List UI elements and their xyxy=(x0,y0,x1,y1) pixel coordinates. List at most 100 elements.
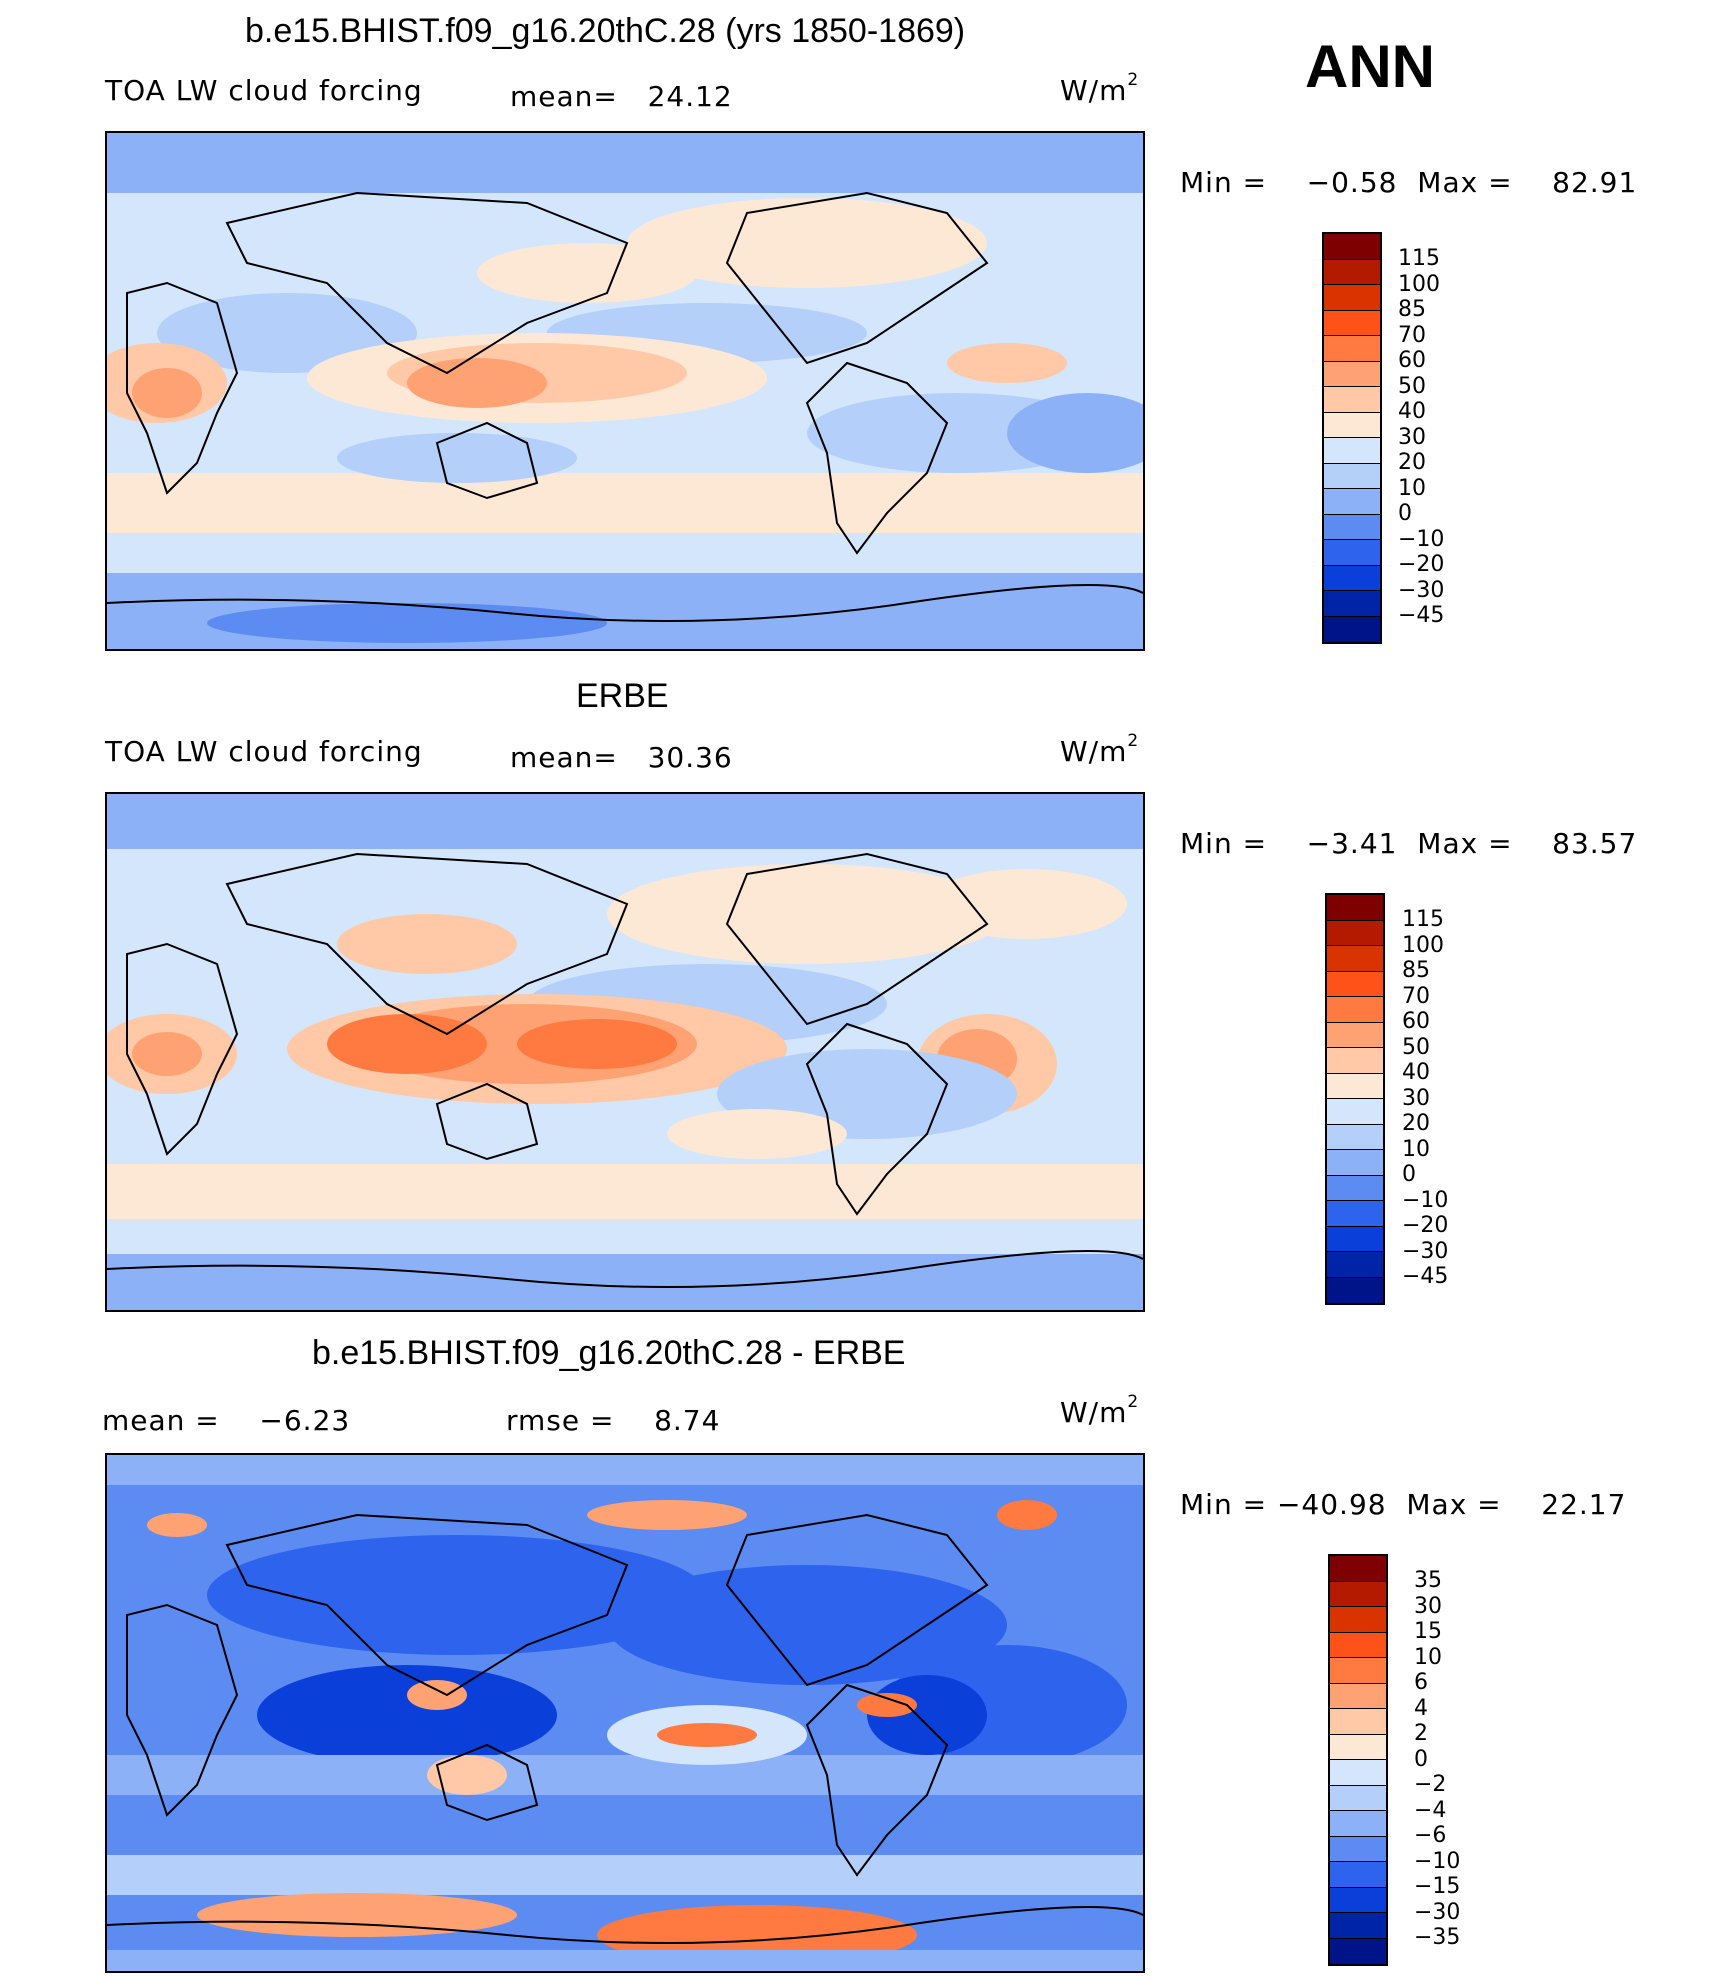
colorbar-swatch xyxy=(1327,971,1383,997)
colorbar-tick-label: 115 xyxy=(1398,246,1440,271)
colorbar-swatch xyxy=(1327,1099,1383,1125)
colorbar-swatch xyxy=(1330,1913,1386,1939)
colorbar-tick-label: −10 xyxy=(1414,1848,1461,1874)
colorbar-tick-label: 40 xyxy=(1402,1060,1430,1085)
panel2-colorbar xyxy=(1325,893,1385,1305)
colorbar-swatch xyxy=(1324,387,1380,413)
colorbar-tick-label: 50 xyxy=(1402,1034,1430,1060)
colorbar-tick-label: −4 xyxy=(1414,1797,1447,1823)
colorbar-swatch xyxy=(1330,1632,1386,1658)
colorbar-swatch xyxy=(1327,1277,1383,1303)
colorbar-swatch xyxy=(1330,1785,1386,1811)
colorbar-swatch xyxy=(1324,310,1380,336)
panel3-map xyxy=(105,1453,1145,1973)
colorbar-swatch xyxy=(1327,1226,1383,1252)
colorbar-tick-label: −10 xyxy=(1402,1187,1449,1213)
colorbar-tick-label: 0 xyxy=(1414,1746,1428,1772)
colorbar-tick-label: 85 xyxy=(1398,297,1426,322)
colorbar-tick-label: −2 xyxy=(1414,1772,1447,1797)
panel1-max-value: 82.91 xyxy=(1552,166,1638,199)
panel3-rmse-text: rmse = xyxy=(506,1404,615,1437)
colorbar-swatch xyxy=(1324,259,1380,285)
colorbar-swatch xyxy=(1327,1252,1383,1278)
panel2-units: W/m2 xyxy=(1060,731,1139,768)
panel3-min-label: Min = xyxy=(1180,1488,1268,1521)
colorbar-tick-label: −30 xyxy=(1402,1238,1449,1264)
colorbar-tick-label: −45 xyxy=(1398,603,1445,628)
colorbar-tick-label: 20 xyxy=(1398,450,1426,475)
panel3-rmse-label: rmse = 8.74 xyxy=(506,1404,720,1437)
panel2-mean-label: mean= 30.36 xyxy=(510,741,733,774)
colorbar-swatch xyxy=(1330,1836,1386,1862)
colorbar-swatch xyxy=(1327,1048,1383,1074)
panel1-min-label: Min = xyxy=(1180,166,1268,199)
colorbar-tick-label: −30 xyxy=(1414,1899,1461,1925)
panel2-max-value: 83.57 xyxy=(1552,827,1638,860)
panel1-units: W/m2 xyxy=(1060,70,1139,107)
colorbar-swatch xyxy=(1330,1862,1386,1888)
panel3-title: b.e15.BHIST.f09_g16.20thC.28 - ERBE xyxy=(312,1334,906,1372)
panel3-max-value: 22.17 xyxy=(1541,1488,1627,1521)
panel2-min-label: Min = xyxy=(1180,827,1268,860)
panel2-min-value: −3.41 xyxy=(1306,827,1398,860)
colorbar-tick-label: 70 xyxy=(1398,322,1426,348)
colorbar-swatch xyxy=(1327,997,1383,1023)
colorbar-tick-label: 60 xyxy=(1402,1009,1430,1034)
panel3-colorbar xyxy=(1328,1554,1388,1966)
colorbar-tick-label: 6 xyxy=(1414,1670,1428,1695)
colorbar-swatch xyxy=(1324,361,1380,387)
panel1-units-base: W/m xyxy=(1060,74,1128,107)
colorbar-swatch xyxy=(1330,1556,1386,1582)
colorbar-swatch xyxy=(1327,920,1383,946)
panel3-units: W/m2 xyxy=(1060,1392,1139,1429)
colorbar-tick-label: 35 xyxy=(1414,1568,1442,1593)
panel1-colorbar xyxy=(1322,232,1382,644)
panel1-min-value: −0.58 xyxy=(1306,166,1398,199)
colorbar-swatch xyxy=(1327,1022,1383,1048)
panel3-rmse-value: 8.74 xyxy=(654,1404,721,1437)
colorbar-tick-label: −35 xyxy=(1414,1925,1461,1950)
panel3-map-svg xyxy=(107,1455,1143,1971)
panel2-variable-label: TOA LW cloud forcing xyxy=(105,735,423,768)
colorbar-tick-label: 2 xyxy=(1414,1721,1428,1746)
colorbar-swatch xyxy=(1330,1938,1386,1964)
colorbar-swatch xyxy=(1324,438,1380,464)
colorbar-swatch xyxy=(1324,463,1380,489)
panel2-units-base: W/m xyxy=(1060,735,1128,768)
panel2-minmax: Min = −3.41 Max = 83.57 xyxy=(1180,827,1637,860)
panel3-min-value: −40.98 xyxy=(1276,1488,1387,1521)
panel1-mean-value: 24.12 xyxy=(647,80,733,113)
colorbar-swatch xyxy=(1327,946,1383,972)
colorbar-swatch xyxy=(1330,1581,1386,1607)
colorbar-swatch xyxy=(1324,234,1380,260)
colorbar-tick-label: −20 xyxy=(1402,1213,1449,1238)
colorbar-tick-label: 30 xyxy=(1398,424,1426,450)
colorbar-tick-label: 0 xyxy=(1398,501,1412,526)
colorbar-swatch xyxy=(1330,1709,1386,1735)
colorbar-swatch xyxy=(1324,336,1380,362)
panel2-mean-text: mean= xyxy=(510,741,618,774)
panel3-mean-text: mean = xyxy=(102,1404,220,1437)
panel2-map-svg xyxy=(107,794,1143,1310)
colorbar-tick-label: −15 xyxy=(1414,1874,1461,1899)
panel3-mean-value: −6.23 xyxy=(259,1404,351,1437)
panel3-minmax: Min = −40.98 Max = 22.17 xyxy=(1180,1488,1626,1521)
colorbar-swatch xyxy=(1330,1658,1386,1684)
colorbar-swatch xyxy=(1324,514,1380,540)
colorbar-swatch xyxy=(1330,1607,1386,1633)
colorbar-tick-label: −6 xyxy=(1414,1823,1447,1848)
panel1-mean-label: mean= 24.12 xyxy=(510,80,733,113)
colorbar-tick-label: 70 xyxy=(1402,983,1430,1009)
colorbar-swatch xyxy=(1324,616,1380,642)
panel1-mean-text: mean= xyxy=(510,80,618,113)
panel3-units-base: W/m xyxy=(1060,1396,1128,1429)
colorbar-swatch xyxy=(1324,565,1380,591)
colorbar-tick-label: 50 xyxy=(1398,373,1426,399)
colorbar-swatch xyxy=(1330,1683,1386,1709)
panel3-max-label: Max = xyxy=(1406,1488,1502,1521)
panel1-variable-label: TOA LW cloud forcing xyxy=(105,74,423,107)
season-label: ANN xyxy=(1305,33,1435,100)
colorbar-swatch xyxy=(1330,1734,1386,1760)
colorbar-tick-label: 100 xyxy=(1398,271,1440,297)
panel2-map xyxy=(105,792,1145,1312)
